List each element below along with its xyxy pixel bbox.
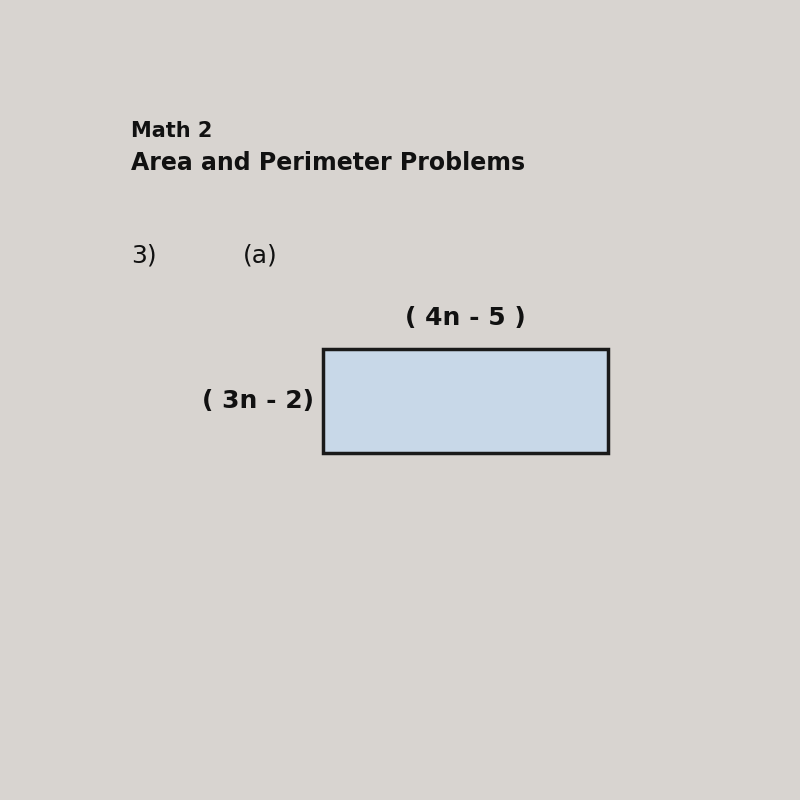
Text: Math 2: Math 2 bbox=[131, 121, 212, 141]
Text: Area and Perimeter Problems: Area and Perimeter Problems bbox=[131, 151, 525, 175]
Text: 3): 3) bbox=[131, 244, 157, 268]
Text: (a): (a) bbox=[242, 244, 278, 268]
Text: ( 3n - 2): ( 3n - 2) bbox=[202, 389, 314, 413]
Bar bbox=[323, 349, 609, 454]
Text: ( 4n - 5 ): ( 4n - 5 ) bbox=[406, 306, 526, 330]
